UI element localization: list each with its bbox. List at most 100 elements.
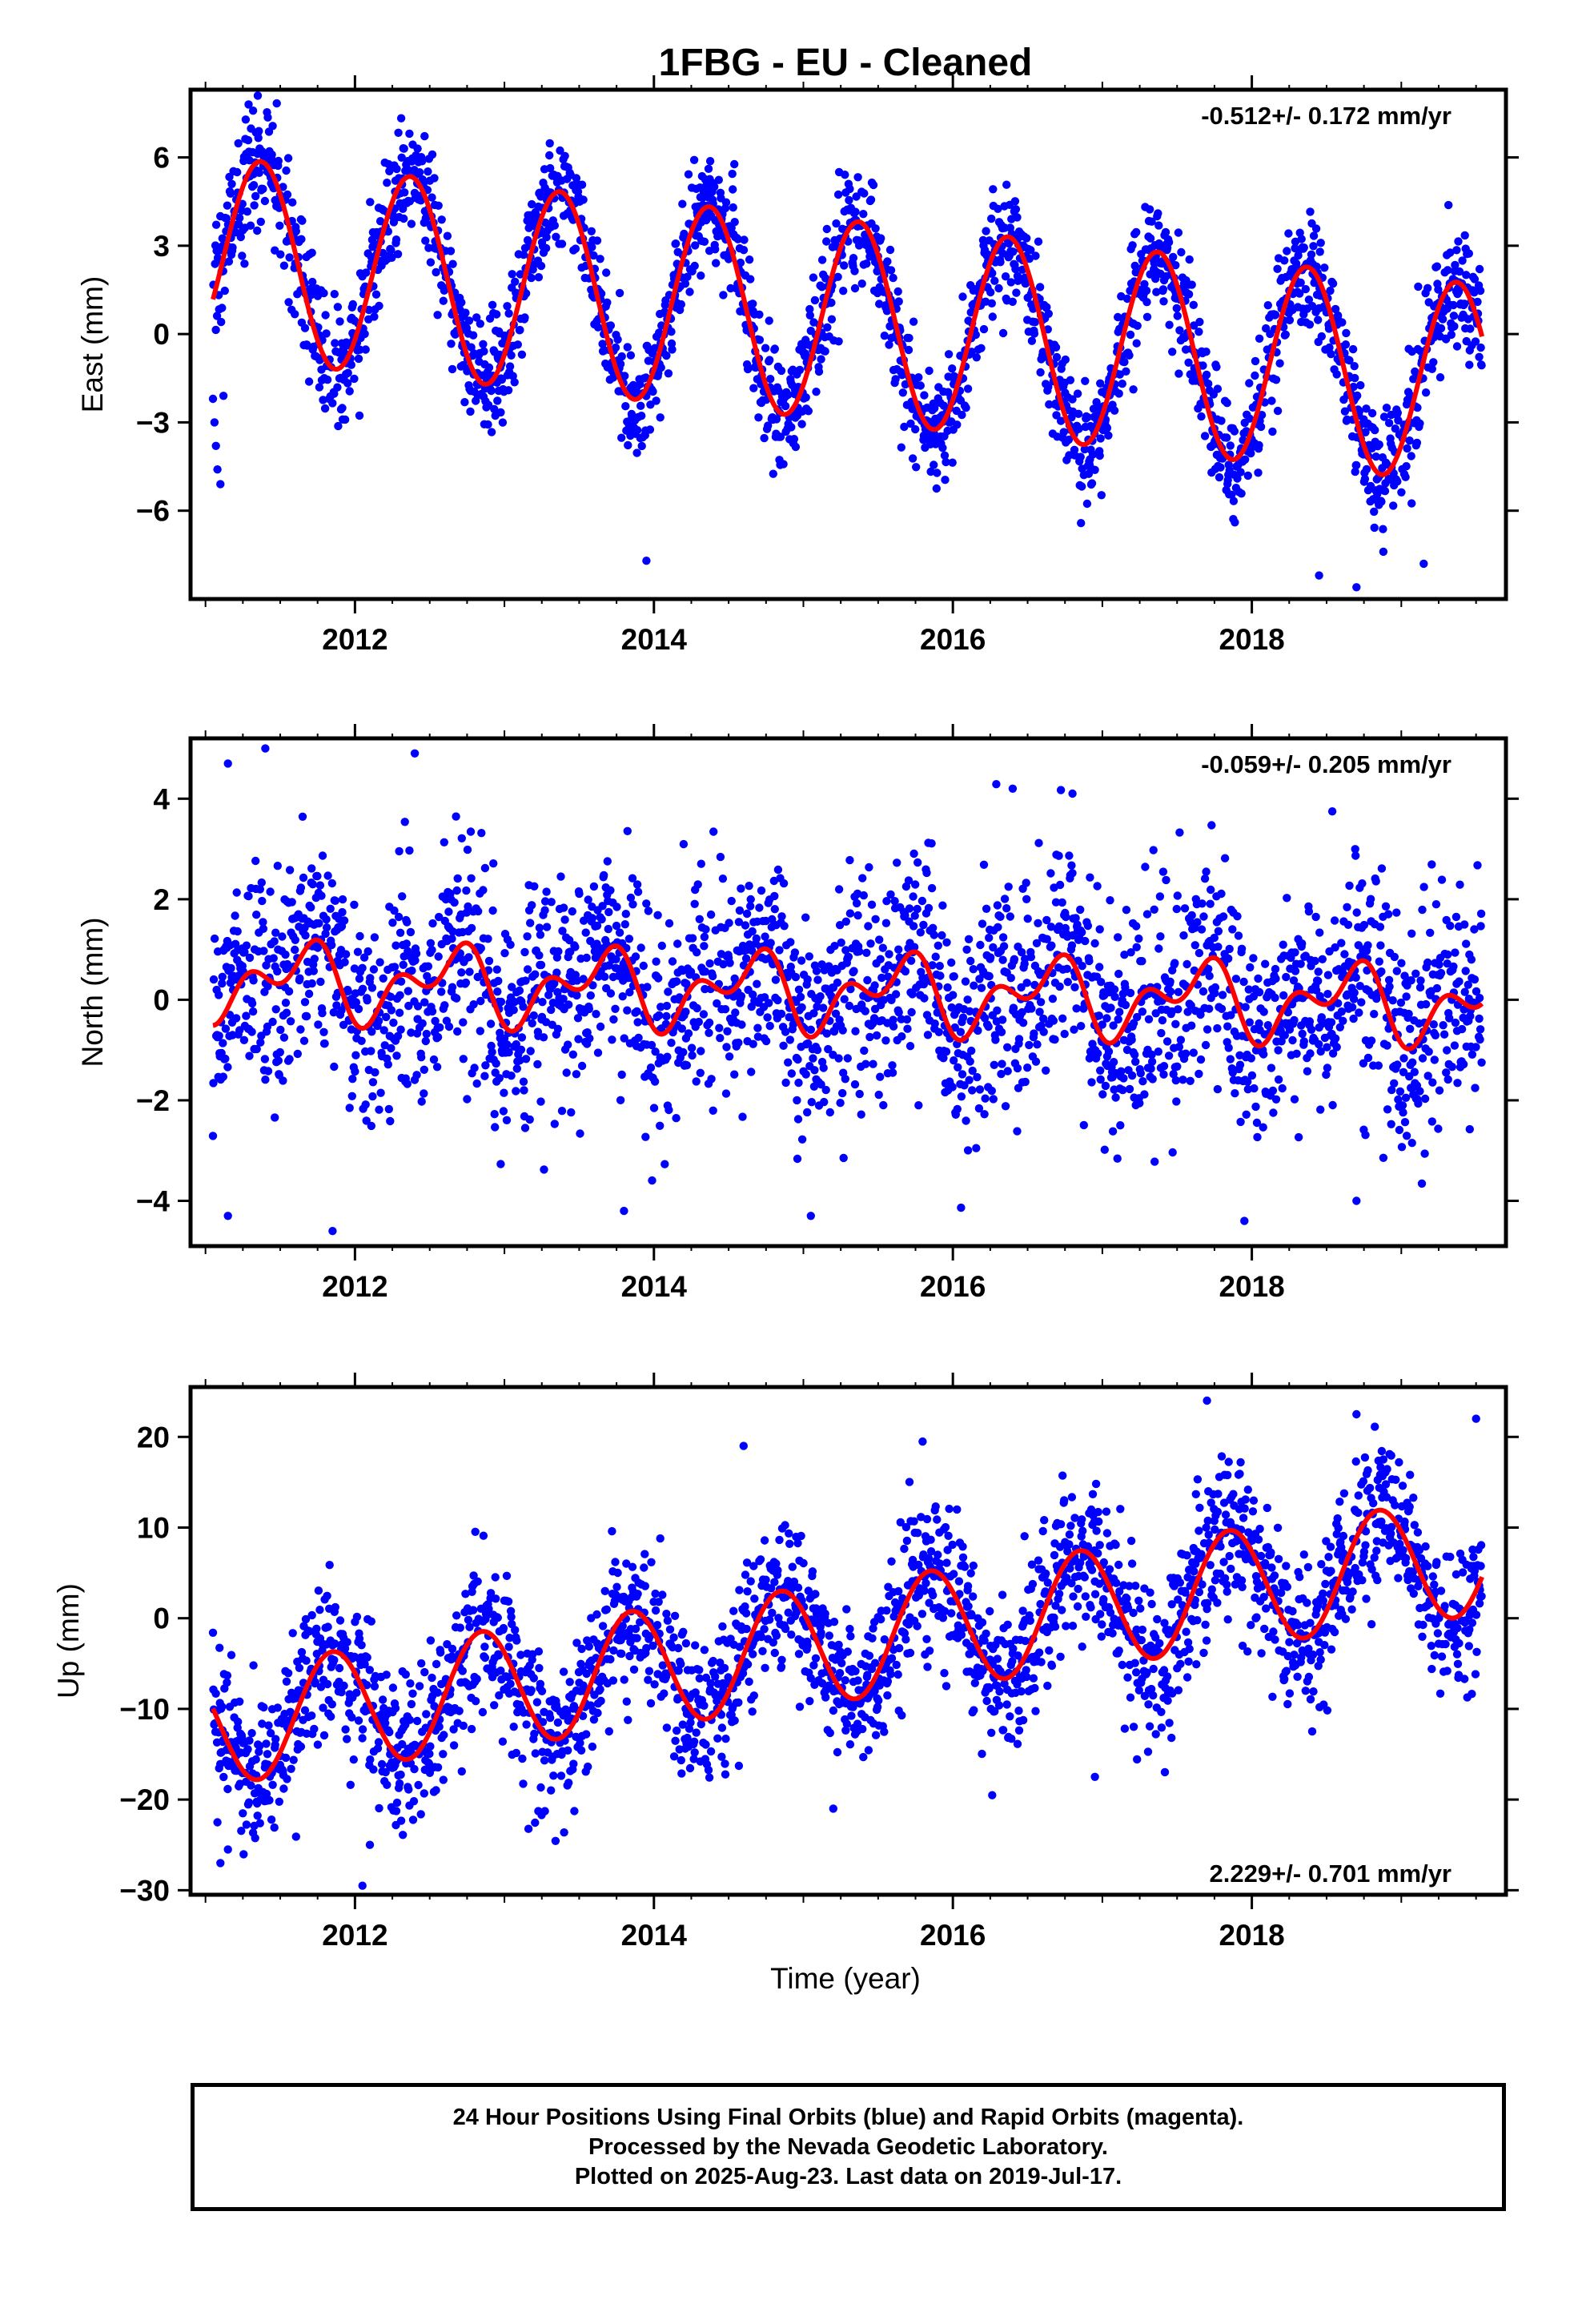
data-point xyxy=(845,184,854,194)
data-point xyxy=(950,1023,960,1032)
data-point xyxy=(273,862,282,870)
data-point xyxy=(722,1043,731,1051)
data-point xyxy=(347,1092,356,1101)
data-point xyxy=(616,360,625,368)
data-point xyxy=(1067,861,1076,870)
data-point xyxy=(1001,1102,1010,1111)
data-point xyxy=(1049,1016,1058,1025)
data-point xyxy=(710,183,719,191)
data-point xyxy=(1125,1084,1134,1094)
data-point xyxy=(1231,1089,1239,1098)
data-point xyxy=(814,367,824,376)
data-point xyxy=(1284,229,1293,238)
data-point xyxy=(1244,985,1254,994)
data-point xyxy=(1430,1055,1439,1064)
data-point xyxy=(1173,312,1182,320)
data-point xyxy=(671,239,681,248)
data-point xyxy=(1229,497,1239,505)
data-point xyxy=(949,991,958,999)
data-point xyxy=(1476,909,1486,919)
data-point xyxy=(1402,992,1411,1001)
data-point xyxy=(882,897,891,906)
data-point xyxy=(1061,355,1070,364)
data-point xyxy=(1366,895,1375,903)
data-point xyxy=(1435,373,1445,382)
data-point xyxy=(256,217,265,227)
data-point xyxy=(559,995,568,1003)
data-point xyxy=(801,1070,810,1079)
data-point xyxy=(396,1025,405,1034)
data-point xyxy=(285,253,294,262)
data-point xyxy=(801,913,810,922)
data-point xyxy=(577,180,587,189)
data-point xyxy=(1325,343,1334,352)
data-point xyxy=(577,1061,587,1071)
data-point xyxy=(1454,237,1463,246)
data-point xyxy=(998,933,1008,942)
data-point xyxy=(219,1072,227,1081)
data-point xyxy=(764,421,773,430)
data-point xyxy=(370,933,379,942)
data-point xyxy=(309,967,318,975)
data-point xyxy=(1432,262,1442,271)
data-point xyxy=(1150,905,1158,915)
data-point xyxy=(1200,432,1210,440)
data-point xyxy=(1476,286,1485,296)
data-point xyxy=(429,1055,439,1064)
data-point xyxy=(996,258,1005,267)
data-point xyxy=(696,1068,705,1078)
data-point xyxy=(1022,279,1030,288)
data-point xyxy=(233,167,242,177)
data-point xyxy=(1002,904,1011,913)
data-point xyxy=(1011,205,1021,214)
data-point xyxy=(223,759,232,768)
data-point xyxy=(1247,1071,1257,1080)
data-point xyxy=(488,1047,496,1056)
data-point xyxy=(1126,948,1135,957)
data-point xyxy=(641,1132,650,1141)
data-point xyxy=(998,1059,1006,1068)
data-point xyxy=(840,995,849,1003)
data-point xyxy=(1014,1035,1024,1043)
data-point xyxy=(509,1006,518,1015)
data-point xyxy=(562,1068,571,1077)
data-point xyxy=(985,933,994,943)
data-point xyxy=(259,918,267,927)
data-point xyxy=(1475,1014,1484,1023)
data-point xyxy=(1384,975,1394,985)
data-point xyxy=(890,897,899,906)
data-point xyxy=(1197,925,1207,934)
data-point xyxy=(489,859,498,868)
data-point xyxy=(539,1033,548,1042)
data-point xyxy=(1384,419,1394,428)
data-point xyxy=(260,1055,270,1063)
data-point xyxy=(439,296,448,305)
data-point xyxy=(1267,1063,1276,1072)
data-point xyxy=(1095,925,1104,934)
data-point xyxy=(609,1015,618,1024)
data-point xyxy=(662,1001,672,1011)
data-point xyxy=(695,915,704,924)
data-point xyxy=(239,1035,249,1045)
data-point xyxy=(1067,941,1077,950)
data-point xyxy=(279,1076,287,1085)
data-point xyxy=(1326,286,1335,296)
data-point xyxy=(367,1027,376,1036)
data-point xyxy=(1363,941,1372,950)
data-point xyxy=(869,1059,877,1068)
data-point xyxy=(502,1116,512,1125)
data-point xyxy=(805,311,814,320)
data-point xyxy=(1154,209,1162,218)
data-point xyxy=(648,387,657,396)
data-point xyxy=(840,261,849,270)
data-point xyxy=(1169,252,1178,262)
data-point xyxy=(1093,882,1102,891)
data-point xyxy=(1273,264,1282,273)
data-point xyxy=(1343,903,1351,912)
data-point xyxy=(276,250,285,259)
data-point xyxy=(1345,881,1354,891)
data-point xyxy=(1118,989,1128,999)
data-point xyxy=(1421,999,1431,1009)
data-point xyxy=(431,1016,440,1026)
data-point xyxy=(307,979,316,988)
